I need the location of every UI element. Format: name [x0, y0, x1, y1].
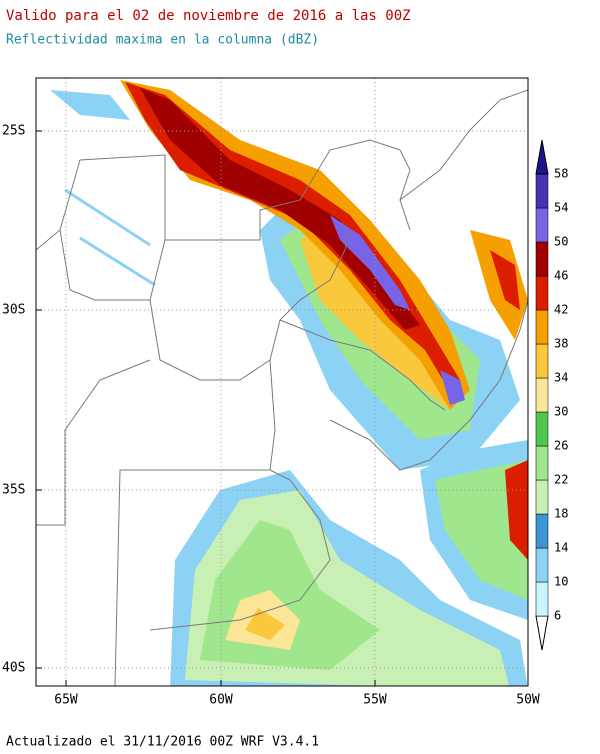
colorbar-band — [535, 445, 549, 481]
latitude-label: 25S — [2, 124, 25, 139]
latitude-label: 35S — [2, 483, 25, 498]
colorbar-band — [535, 207, 549, 243]
colorbar-label: 26 — [554, 439, 568, 453]
colorbar-label: 46 — [554, 269, 568, 283]
colorbar-label: 30 — [554, 405, 568, 419]
colorbar-band — [535, 547, 549, 583]
colorbar-label: 42 — [554, 303, 568, 317]
map-frame — [35, 77, 529, 687]
title: Valido para el 02 de noviembre de 2016 a… — [6, 8, 411, 24]
streaks — [64, 188, 156, 287]
colorbar-label: 50 — [554, 235, 568, 249]
colorbar-label: 38 — [554, 337, 568, 351]
reflectivity-south — [170, 440, 528, 686]
latitude-label: 30S — [2, 303, 25, 318]
colorbar-band — [535, 411, 549, 447]
subtitle: Reflectividad maxima en la columna (dBZ) — [6, 33, 319, 48]
colorbar-band — [535, 581, 549, 617]
longitude-label: 60W — [209, 693, 233, 708]
grid — [36, 78, 528, 686]
colorbar-label: 10 — [554, 575, 568, 589]
footer: Actualizado el 31/11/2016 00Z WRF V3.4.1 — [6, 735, 319, 750]
longitude-label: 55W — [363, 693, 387, 708]
colorbar-label: 6 — [554, 609, 561, 623]
colorbar-label: 18 — [554, 507, 568, 521]
colorbar-under — [535, 615, 549, 651]
colorbar-label: 54 — [554, 201, 568, 215]
longitude-label: 50W — [516, 693, 540, 708]
colorbar-band — [535, 343, 549, 379]
borders — [36, 89, 528, 686]
colorbar-label: 34 — [554, 371, 568, 385]
colorbar-label: 14 — [554, 541, 568, 555]
latitude-label: 40S — [2, 661, 25, 676]
colorbar-band — [535, 241, 549, 277]
colorbar-label: 22 — [554, 473, 568, 487]
map-area — [36, 78, 528, 686]
colorbar-over — [535, 139, 549, 175]
colorbar-band — [535, 513, 549, 549]
colorbar-band — [535, 377, 549, 413]
colorbar-band — [535, 309, 549, 345]
reflectivity-line — [50, 80, 528, 470]
longitude-label: 65W — [54, 693, 78, 708]
colorbar-band — [535, 173, 549, 209]
colorbar-band — [535, 275, 549, 311]
colorbar-label: 58 — [554, 167, 568, 181]
colorbar-band — [535, 479, 549, 515]
